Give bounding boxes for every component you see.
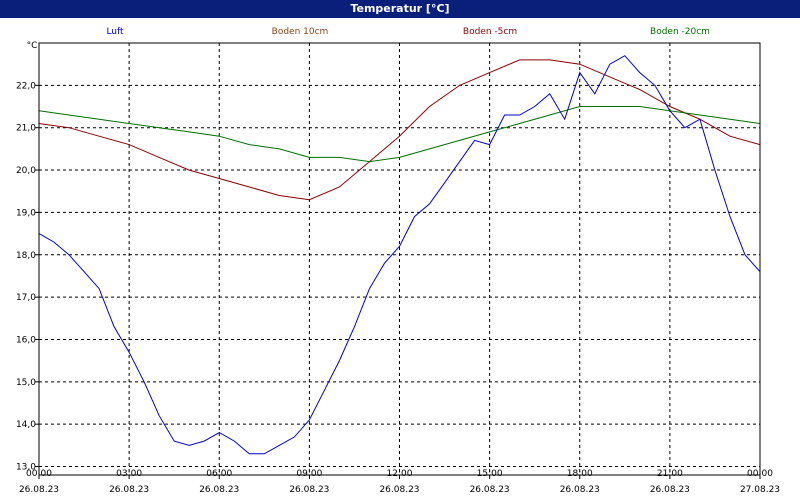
y-tick-label: 16,0: [16, 335, 36, 345]
plot-frame: [38, 42, 761, 476]
legend-luft: Luft: [106, 27, 124, 37]
x-tick-date: 26.08.23: [560, 485, 600, 495]
x-tick-date: 26.08.23: [109, 485, 149, 495]
x-tick-date: 26.08.23: [19, 485, 59, 495]
legend-boden-minus-20cm: Boden -20cm: [650, 27, 710, 37]
legend-boden-minus-5cm: Boden -5cm: [463, 27, 517, 37]
y-axis-unit: °C: [27, 41, 38, 51]
chart-title: Temperatur [°C]: [0, 0, 800, 18]
series-line-luft: [38, 55, 761, 455]
x-tick-time: 06:00: [206, 469, 232, 479]
x-tick-time: 03:00: [116, 469, 142, 479]
series-line-boden-10cm: [38, 59, 761, 201]
temperature-chart: Luft Boden 10cm Boden -5cm Boden -20cm °…: [0, 18, 800, 500]
x-tick-date: 26.08.23: [379, 485, 419, 495]
x-tick-date: 26.08.23: [470, 485, 510, 495]
x-tick-time: 18:00: [567, 469, 593, 479]
x-axis-ticks: 00:0026.08.2303:0026.08.2306:0026.08.230…: [19, 469, 780, 495]
y-tick-label: 21,0: [16, 124, 36, 134]
x-tick-date: 26.08.23: [650, 485, 690, 495]
x-tick-time: 12:00: [387, 469, 413, 479]
y-tick-label: 15,0: [16, 378, 36, 388]
y-tick-label: 20,0: [16, 166, 36, 176]
y-tick-label: 17,0: [16, 293, 36, 303]
x-tick-time: 15:00: [477, 469, 503, 479]
x-tick-date: 26.08.23: [289, 485, 329, 495]
x-tick-time: 09:00: [296, 469, 322, 479]
y-axis-ticks: 13,0 14,0 15,0 16,0 17,0 18,0 19,0 20,0 21,0 22,0: [16, 81, 39, 473]
x-tick-date: 27.08.23: [740, 485, 780, 495]
y-tick-label: 13,0: [16, 463, 36, 473]
series-lines: [38, 55, 761, 455]
y-tick-label: 14,0: [16, 420, 36, 430]
y-tick-label: 19,0: [16, 208, 36, 218]
series-line-boden-20cm: [38, 106, 761, 163]
legend-boden-10cm: Boden 10cm: [272, 27, 329, 37]
x-tick-time: 21:00: [657, 469, 683, 479]
y-tick-label: 18,0: [16, 251, 36, 261]
y-tick-label: 22,0: [16, 81, 36, 91]
x-tick-date: 26.08.23: [199, 485, 239, 495]
